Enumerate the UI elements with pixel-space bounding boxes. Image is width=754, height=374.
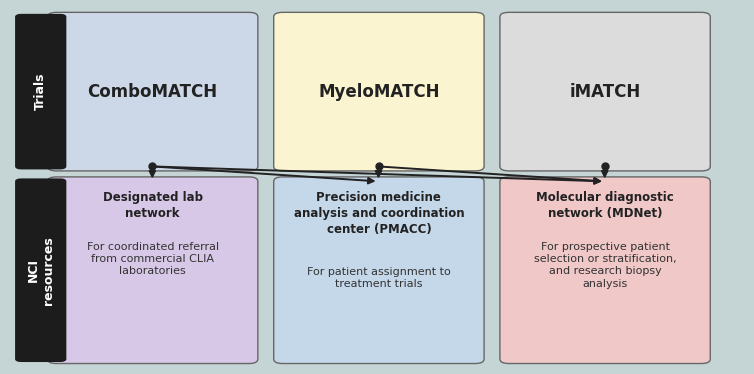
FancyBboxPatch shape — [48, 12, 258, 171]
FancyBboxPatch shape — [500, 12, 710, 171]
Text: For prospective patient
selection or stratification,
and research biopsy
analysi: For prospective patient selection or str… — [534, 242, 676, 289]
Text: Molecular diagnostic
network (MDNet): Molecular diagnostic network (MDNet) — [536, 191, 674, 220]
FancyBboxPatch shape — [274, 177, 484, 364]
Text: NCI
resources: NCI resources — [26, 236, 55, 304]
Text: iMATCH: iMATCH — [569, 83, 641, 101]
Text: MyeloMATCH: MyeloMATCH — [318, 83, 440, 101]
FancyBboxPatch shape — [48, 177, 258, 364]
Text: Trials: Trials — [34, 73, 48, 110]
FancyBboxPatch shape — [500, 177, 710, 364]
Text: For coordinated referral
from commercial CLIA
laboratories: For coordinated referral from commercial… — [87, 242, 219, 276]
FancyBboxPatch shape — [15, 14, 66, 169]
Text: Precision medicine
analysis and coordination
center (PMACC): Precision medicine analysis and coordina… — [293, 191, 464, 236]
FancyBboxPatch shape — [274, 12, 484, 171]
Text: ComboMATCH: ComboMATCH — [87, 83, 218, 101]
FancyBboxPatch shape — [15, 178, 66, 362]
Text: For patient assignment to
treatment trials: For patient assignment to treatment tria… — [307, 267, 451, 289]
Text: Designated lab
network: Designated lab network — [103, 191, 203, 220]
